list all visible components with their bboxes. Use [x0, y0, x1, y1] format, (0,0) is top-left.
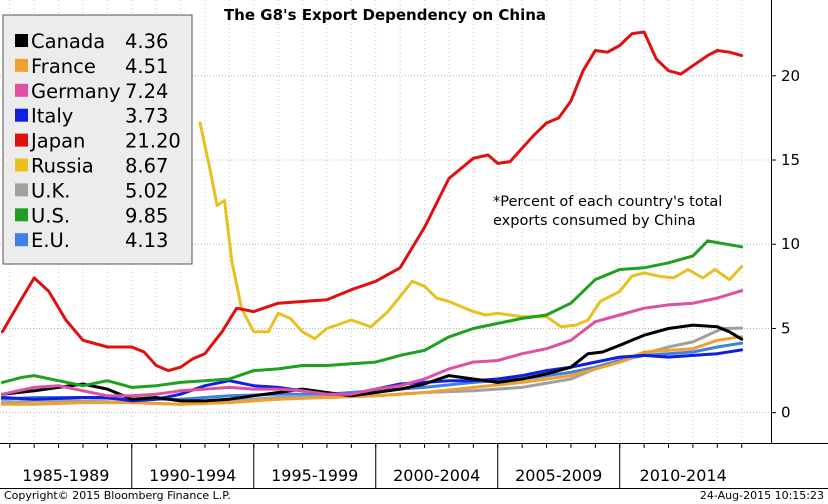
legend-box	[2, 14, 193, 265]
legend-swatch	[15, 133, 28, 147]
y-tick-label: 5	[781, 319, 791, 337]
series-line-france	[0, 335, 744, 406]
series-line-japan	[0, 30, 744, 373]
legend-swatch	[15, 58, 28, 72]
legend-swatch	[15, 83, 28, 97]
series-lines	[0, 30, 744, 406]
legend-label: U.K.	[31, 179, 70, 202]
legend-label: Japan	[29, 130, 85, 153]
x-axis: 1985-1989 1990-1994 1995-1999 2000-2004 2005…	[22, 466, 727, 485]
y-tick-label: 15	[781, 151, 800, 169]
series-line-canada	[0, 323, 744, 403]
legend-label: Italy	[31, 105, 73, 128]
legend-value: 9.85	[125, 204, 168, 227]
y-tick-label: 10	[781, 235, 800, 253]
chart-title: The G8's Export Dependency on China	[224, 6, 546, 24]
y-axis: 0 5 10 15 20	[771, 67, 800, 422]
y-tick-label: 20	[781, 67, 800, 85]
legend-swatch	[15, 158, 28, 172]
series-line-russia	[198, 121, 744, 341]
gridlines	[0, 0, 771, 443]
legend-label: Russia	[31, 155, 94, 178]
x-category-label: 1990-1994	[149, 466, 236, 485]
x-category-label: 2000-2004	[393, 466, 480, 485]
legend-value: 7.24	[125, 80, 168, 103]
legend-value: 5.02	[125, 179, 168, 202]
legend-swatch	[15, 108, 28, 122]
legend-value: 4.51	[125, 55, 168, 78]
legend-swatch	[15, 208, 28, 222]
legend-label: U.S.	[31, 204, 70, 227]
series-line-germany	[0, 289, 744, 398]
legend-value: 3.73	[125, 105, 168, 128]
legend-label: France	[31, 55, 96, 78]
note-line-2: exports consumed by China	[493, 213, 696, 229]
legend-swatch	[15, 34, 28, 47]
legend-label: Canada	[31, 30, 105, 53]
legend-value: 21.20	[125, 130, 181, 153]
x-category-label: 1985-1989	[22, 466, 109, 485]
legend-value: 4.13	[125, 229, 168, 252]
legend-value: 4.36	[125, 30, 168, 53]
footer-timestamp: 24-Aug-2015 10:15:23	[700, 489, 824, 502]
x-category-label: 2010-2014	[640, 466, 727, 485]
legend-label: Germany	[31, 80, 121, 103]
series-line-us	[0, 239, 744, 389]
legend-swatch	[15, 183, 28, 197]
x-category-label: 1995-1999	[271, 466, 358, 485]
legend-swatch	[15, 233, 28, 247]
legend-label: E.U.	[31, 229, 70, 252]
x-category-label: 2005-2009	[515, 466, 602, 485]
footer-copyright: Copyright© 2015 Bloomberg Finance L.P.	[4, 489, 231, 502]
y-tick-label: 0	[781, 404, 791, 422]
plot-frame	[0, 0, 828, 489]
legend-value: 8.67	[125, 155, 168, 178]
note-line-1: *Percent of each country's total	[493, 194, 722, 210]
